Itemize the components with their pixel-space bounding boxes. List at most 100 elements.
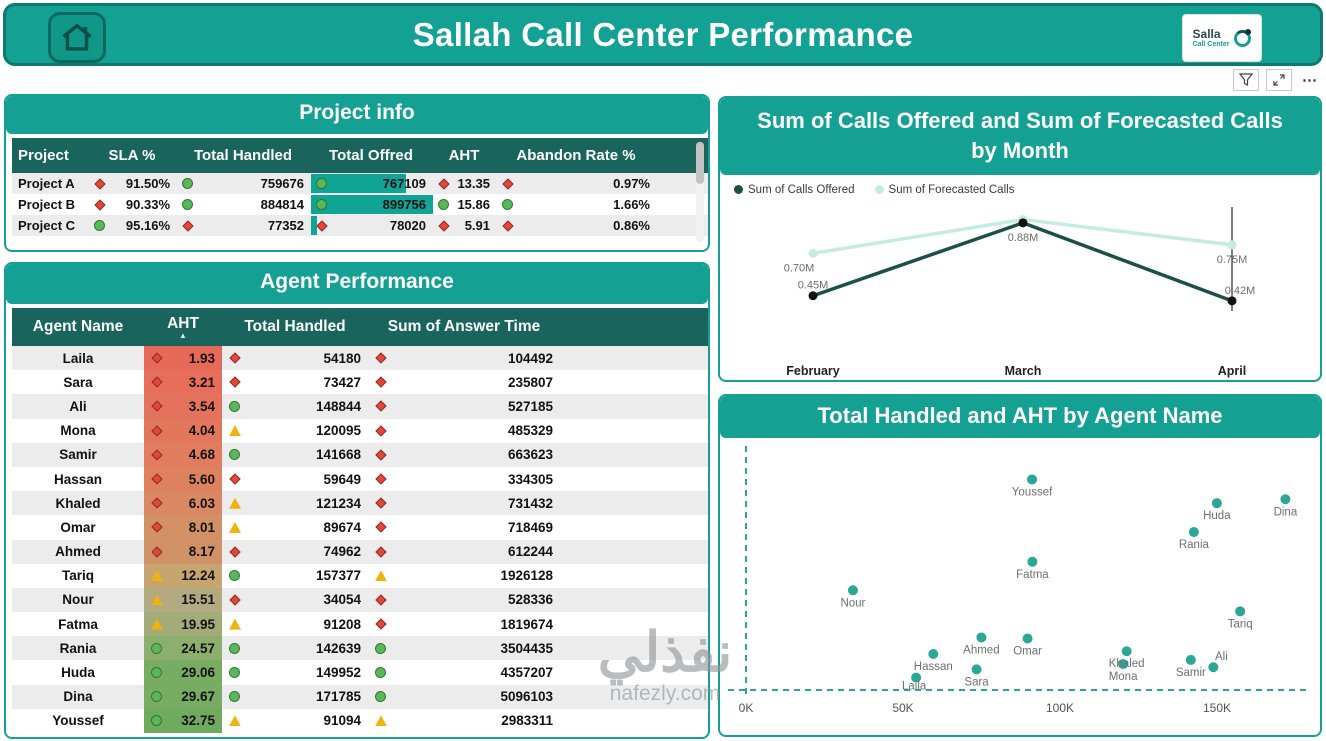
scatter-chart[interactable]: 0K 50K 100K 150K Laila Sara Ali Mona Samir Hassan… [720,438,1318,734]
table-cell: 74962 [222,540,368,564]
home-button[interactable] [48,12,106,63]
filter-icon[interactable] [1233,69,1259,91]
scatter-point[interactable] [1208,662,1219,673]
scatter-point[interactable] [971,664,982,675]
cell-value: 663623 [507,447,553,463]
circle-green-icon [229,449,240,461]
column-header[interactable]: Project [18,147,69,164]
circle-green-icon [229,667,240,679]
scatter-point[interactable] [1121,646,1132,657]
project-row[interactable]: Project A 91.50% 759676 767109 13.35 0.97% [12,173,708,194]
agent-row[interactable]: Ahmed 8.17 74962 612244 [12,539,708,564]
agent-row[interactable]: Hassan 5.60 59649 334305 [12,466,708,492]
circle-green-icon [375,691,386,703]
scatter-point[interactable] [1235,606,1246,617]
column-header[interactable]: Agent Name [32,318,124,335]
scatter-point[interactable] [911,672,922,683]
scatter-point[interactable] [1022,633,1033,644]
line-data-point[interactable] [1227,296,1237,306]
agent-row[interactable]: Ali 3.54 148844 527185 [12,394,708,419]
agent-row[interactable]: Dina 29.67 171785 5096103 [12,684,708,709]
cell-value: 142639 [315,640,361,656]
legend-item[interactable]: Sum of Forecasted Calls [874,184,1014,196]
agent-row[interactable]: Nour 15.51 34054 528336 [12,587,708,613]
table-cell: 91208 [222,612,368,636]
column-header[interactable]: Total Handled [193,147,293,164]
table-cell: 142639 [222,636,368,660]
table-cell: 1.66% [496,194,656,215]
column-header[interactable]: Abandon Rate % [516,147,636,164]
focus-mode-icon[interactable] [1266,69,1292,91]
diamond-red-icon [375,594,387,606]
line-data-point[interactable] [808,291,818,301]
x-axis-label[interactable]: February [786,364,840,378]
project-name: Project B [18,197,76,212]
cell-value: 4.68 [188,447,215,463]
line-data-point[interactable] [1018,218,1028,228]
page-title: Sallah Call Center Performance [412,15,914,53]
column-header[interactable]: Total Handled [244,318,346,335]
cell-value: 884814 [260,197,304,212]
diamond-red-icon [375,497,387,509]
project-table-scrollbar[interactable] [696,142,704,242]
scatter-point[interactable] [1027,556,1038,567]
agent-row[interactable]: Rania 24.57 142639 3504435 [12,636,708,661]
scatter-point[interactable] [1211,498,1222,509]
x-axis-label[interactable]: April [1218,364,1246,378]
cell-value: 1.93 [188,350,215,366]
agent-row[interactable]: Huda 29.06 149952 4357207 [12,660,708,685]
agent-row[interactable]: Sara 3.21 73427 235807 [12,370,708,395]
data-bar [311,195,433,214]
agent-row[interactable]: Samir 4.68 141668 663623 [12,442,708,467]
cell-value: 149952 [315,665,361,681]
agent-row[interactable]: Mona 4.04 120095 485329 [12,418,708,443]
scrollbar-thumb[interactable] [696,142,704,184]
circle-green-icon [438,199,449,210]
legend-item[interactable]: Sum of Calls Offered [734,184,855,196]
triangle-yellow-icon [375,715,387,727]
agent-row[interactable]: Fatma 19.95 91208 1819674 [12,612,708,637]
x-axis-label[interactable]: March [1005,364,1042,378]
agent-row[interactable]: Tariq 12.24 157377 1926128 [12,563,708,588]
scatter-point[interactable] [1185,654,1196,665]
column-header[interactable]: SLA % [108,147,156,164]
chart-label: 0.42M [1225,285,1256,297]
scatter-point-label: Dina [1274,506,1298,518]
scatter-point[interactable] [1027,474,1038,485]
project-name: Project C [18,218,76,233]
table-cell: 0.86% [496,215,656,236]
table-cell: 73427 [222,370,368,394]
scatter-point[interactable] [1280,494,1291,505]
column-header[interactable]: Sum of Answer Time [387,318,541,335]
scatter-point[interactable] [1118,659,1129,670]
cell-value: 1819674 [500,616,553,632]
line-chart[interactable]: 0.70M 0.75M 0.45M 0.88M 0.42M February March Ap… [720,199,1318,382]
diamond-red-icon [151,449,163,461]
cell-value: 13.35 [457,176,490,191]
agent-name: Sara [63,374,93,390]
agent-row[interactable]: Laila 1.93 54180 104492 [12,346,708,371]
scatter-point[interactable] [928,649,939,659]
scatter-point[interactable] [1188,527,1199,538]
column-header[interactable]: AHT ▲ [167,315,199,340]
cell-value: 1926128 [500,568,553,584]
agent-row[interactable]: Khaled 6.03 121234 731432 [12,491,708,516]
column-header[interactable]: Total Offred [329,147,413,164]
column-header[interactable]: AHT [448,147,480,164]
more-options-icon[interactable]: ⋯ [1302,72,1317,89]
cell-value: 91.50% [125,176,170,191]
aht-cell: 8.01 [144,515,222,540]
agent-row[interactable]: Youssef 32.75 91094 2983311 [12,708,708,733]
diamond-red-icon [229,545,241,558]
line-data-point[interactable] [808,248,818,258]
project-row[interactable]: Project B 90.33% 884814 899756 15.86 1.66% [12,194,708,215]
scatter-point[interactable] [976,632,987,643]
table-cell: 15.86 [432,194,496,215]
project-row[interactable]: Project C 95.16% 77352 78020 5.91 0.86% [12,215,708,236]
agent-row[interactable]: Omar 8.01 89674 718469 [12,515,708,540]
line-data-point[interactable] [1227,240,1237,250]
table-cell: 171785 [222,685,368,709]
scatter-point[interactable] [847,585,858,596]
logo-phone-icon [1234,28,1252,47]
diamond-red-icon [182,219,194,232]
